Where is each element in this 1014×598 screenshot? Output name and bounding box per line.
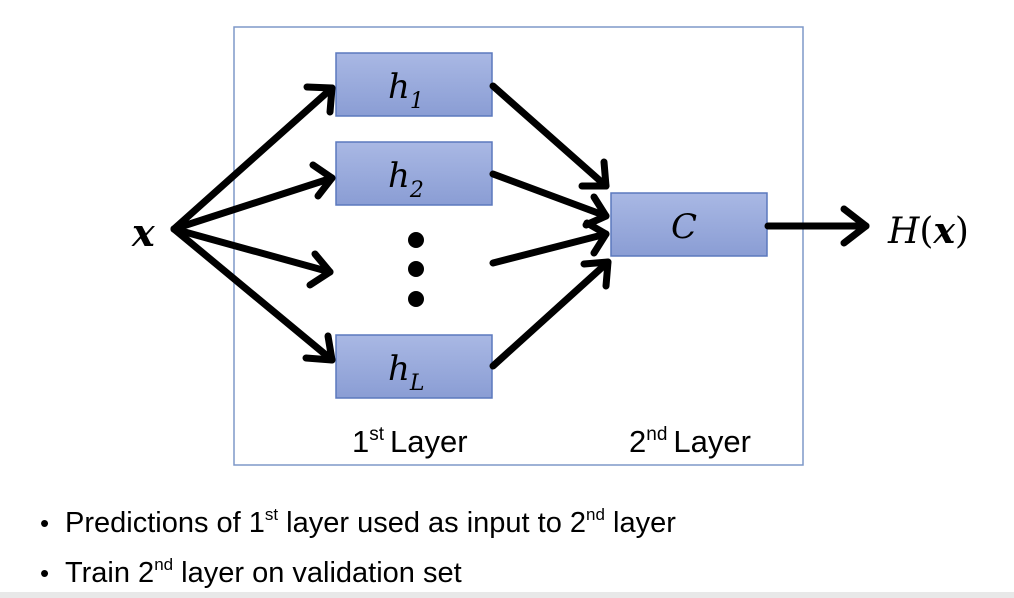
- layer-2-label: 2nd Layer: [629, 424, 751, 459]
- learner-label-h2: h2: [388, 156, 424, 203]
- footer-divider: [0, 592, 1014, 598]
- learner-label-h1: h1: [388, 67, 424, 114]
- output-arrow: [764, 205, 870, 247]
- input-label: x: [131, 210, 156, 255]
- output-label: H(x): [887, 210, 969, 252]
- bullet-item: Train 2nd layer on validation set: [40, 548, 676, 598]
- layer-1-label: 1st Layer: [352, 424, 468, 459]
- input-arrows: [170, 83, 336, 364]
- combiner-arrows: [489, 82, 612, 370]
- learner-label-hL: hL: [388, 349, 425, 396]
- ellipsis-dot: [408, 291, 424, 307]
- learner-box-h2: [335, 141, 493, 206]
- bullet-item: Predictions of 1st layer used as input t…: [40, 498, 676, 548]
- learner-box-h1: [335, 52, 493, 117]
- ellipsis-dot: [408, 261, 424, 277]
- bullet-list: Predictions of 1st layer used as input t…: [40, 498, 676, 598]
- combiner-label: C: [671, 207, 697, 247]
- ellipsis-dot: [408, 232, 424, 248]
- combiner-box: [610, 192, 768, 257]
